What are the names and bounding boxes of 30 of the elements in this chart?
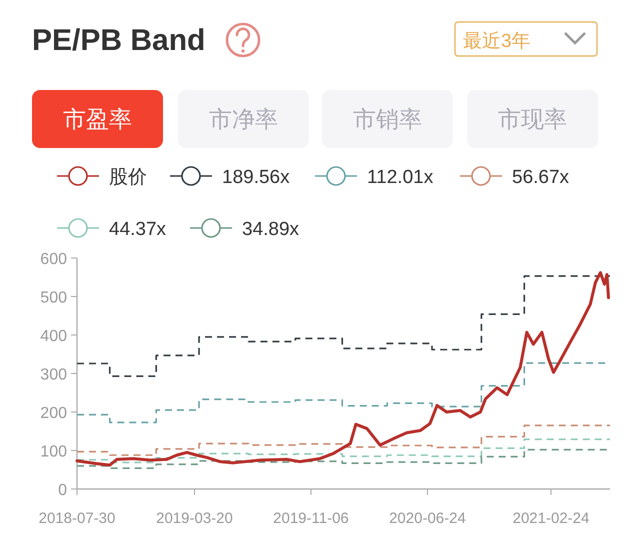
legend-item: 189.56x bbox=[170, 166, 290, 188]
legend-item: 34.89x bbox=[190, 218, 300, 240]
legend-label: 34.89x bbox=[242, 219, 300, 240]
text: 市净率 bbox=[209, 106, 278, 132]
legend-item: 56.67x bbox=[460, 166, 570, 188]
y-tick-label: 0 bbox=[58, 482, 68, 499]
text: 最近3年 bbox=[463, 31, 531, 52]
y-tick-label: 100 bbox=[40, 444, 68, 460]
legend-item: 股价 bbox=[57, 166, 147, 188]
text: 市现率 bbox=[498, 106, 567, 132]
legend-label: 股价 bbox=[109, 167, 147, 188]
legend-label: 189.56x bbox=[222, 167, 290, 188]
y-tick-label: 500 bbox=[40, 290, 68, 306]
legend-label: 56.67x bbox=[512, 167, 570, 188]
y-tick-label: 300 bbox=[40, 366, 68, 384]
text: 市销率 bbox=[353, 106, 422, 132]
y-tick-label: 200 bbox=[40, 405, 68, 422]
legend-item: 112.01x bbox=[315, 166, 434, 188]
chart-title: PE/PB Band bbox=[32, 24, 206, 57]
y-tick-label: 600 bbox=[40, 251, 68, 268]
text: 市盈率 bbox=[63, 106, 132, 132]
x-tick-label: 2018-07-30 bbox=[38, 510, 116, 527]
y-tick-label: 400 bbox=[40, 328, 68, 345]
x-tick-label: 2019-03-20 bbox=[156, 510, 233, 527]
legend-label: 44.37x bbox=[109, 219, 167, 240]
legend-item: 44.37x bbox=[57, 218, 166, 240]
x-tick-label: 2021-02-24 bbox=[512, 510, 590, 527]
x-tick-label: 2019-11-06 bbox=[273, 510, 349, 527]
x-tick-label: 2020-06-24 bbox=[389, 510, 466, 527]
legend-label: 112.01x bbox=[367, 167, 434, 188]
